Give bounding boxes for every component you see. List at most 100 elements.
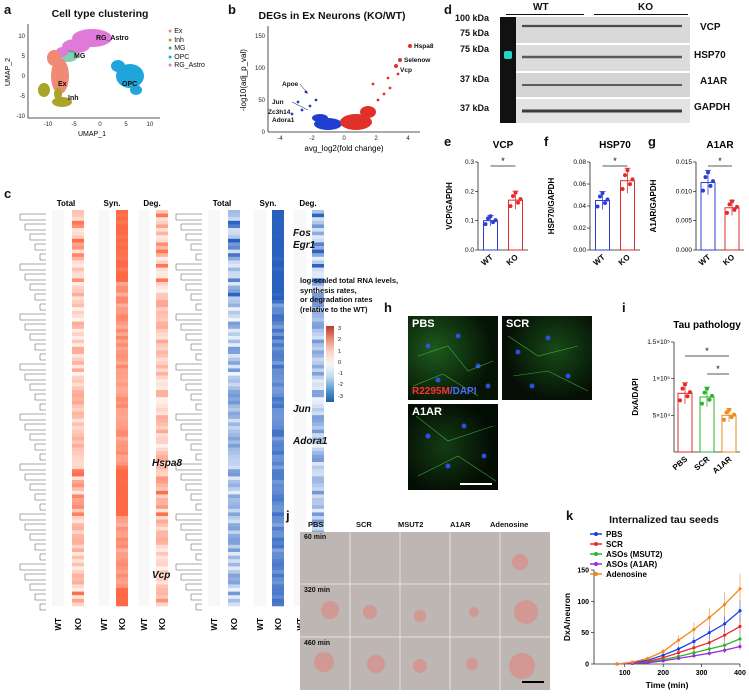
heatmap-cell bbox=[254, 274, 266, 279]
heatmap-cell bbox=[208, 451, 220, 456]
heatmap-cell bbox=[72, 264, 84, 268]
heatmap-cell bbox=[72, 440, 84, 445]
heatmap-cell bbox=[98, 404, 110, 409]
heatmap-cell bbox=[272, 372, 284, 376]
heatmap-cell bbox=[156, 368, 168, 373]
heatmap-cell bbox=[98, 483, 110, 488]
heatmap-cell bbox=[208, 570, 220, 574]
heatmap-cell bbox=[228, 573, 240, 578]
heatmap-cell bbox=[116, 274, 128, 279]
heatmap-cell bbox=[272, 400, 284, 405]
heatmap-cell bbox=[138, 555, 150, 560]
heatmap-cell bbox=[208, 393, 220, 398]
svg-text:10: 10 bbox=[147, 122, 154, 128]
heatmap-cell bbox=[208, 404, 220, 409]
svg-text:Inh: Inh bbox=[68, 95, 79, 102]
heatmap-cell bbox=[294, 494, 306, 499]
heatmap-cell bbox=[52, 336, 64, 340]
heatmap-cell bbox=[138, 321, 150, 326]
heatmap-cell bbox=[138, 552, 150, 556]
heatmap-cell bbox=[228, 476, 240, 481]
heatmap-cell bbox=[312, 292, 324, 297]
y-tick-label: 0.02 bbox=[573, 225, 586, 232]
heatmap-cell bbox=[208, 548, 220, 553]
heatmap-cell bbox=[138, 354, 150, 358]
y-tick-label: 0.005 bbox=[676, 218, 693, 225]
heatmap-cell bbox=[156, 343, 168, 348]
heatmap-cell bbox=[138, 318, 150, 322]
image-a1ar bbox=[408, 404, 498, 490]
heatmap-cell bbox=[312, 325, 324, 330]
heatmap-cell bbox=[208, 480, 220, 484]
data-point bbox=[680, 386, 685, 391]
x-category-label: WT bbox=[479, 253, 494, 268]
heatmap-cell bbox=[52, 307, 64, 312]
heatmap-cell bbox=[98, 253, 110, 258]
heatmap-cell bbox=[138, 343, 150, 348]
data-point bbox=[511, 194, 515, 199]
heatmap-cell bbox=[138, 213, 150, 218]
heatmap-cell bbox=[312, 519, 324, 524]
heatmap-cell bbox=[138, 559, 150, 564]
heatmap-cell bbox=[272, 523, 284, 528]
heatmap-cell bbox=[98, 541, 110, 546]
heatmap-cell bbox=[138, 526, 150, 531]
heatmap-cell bbox=[312, 444, 324, 448]
heatmap-cell bbox=[52, 300, 64, 304]
heatmap-cell bbox=[98, 537, 110, 542]
heatmap-cell bbox=[138, 483, 150, 488]
heatmap-cell bbox=[156, 253, 168, 258]
heatmap-cell bbox=[52, 400, 64, 405]
heatmap-cell bbox=[294, 444, 306, 448]
heatmap-cell bbox=[156, 375, 168, 380]
heatmap-cell bbox=[208, 462, 220, 466]
heatmap-cell bbox=[294, 238, 306, 243]
heatmap-cell bbox=[116, 559, 128, 564]
heatmap-cell bbox=[272, 537, 284, 542]
heatmap-cell bbox=[52, 264, 64, 268]
heatmap-cell bbox=[116, 483, 128, 488]
heatmap-cell bbox=[208, 544, 220, 549]
heatmap-cell bbox=[312, 300, 324, 304]
heatmap-cell bbox=[138, 519, 150, 524]
heatmap-cell bbox=[294, 390, 306, 394]
chart-title: A1AR bbox=[706, 140, 734, 151]
heatmap-cell bbox=[52, 318, 64, 322]
heatmap-cell bbox=[254, 483, 266, 488]
heatmap-cell bbox=[208, 580, 220, 585]
heatmap-cell bbox=[138, 480, 150, 484]
heatmap-cell bbox=[138, 411, 150, 416]
svg-text:MG: MG bbox=[74, 53, 86, 60]
significance-star: * bbox=[718, 156, 722, 166]
heatmap-cell bbox=[52, 548, 64, 553]
heatmap-cell bbox=[254, 570, 266, 574]
heatmap-cell bbox=[52, 537, 64, 542]
panel-label-a: a bbox=[4, 2, 12, 17]
heatmap-cell bbox=[208, 498, 220, 502]
heatmap-cell bbox=[294, 282, 306, 286]
data-point bbox=[628, 182, 632, 187]
heatmap-cell bbox=[116, 224, 128, 229]
heatmap-cell bbox=[72, 253, 84, 258]
heatmap-cell bbox=[228, 253, 240, 258]
heatmap-cell bbox=[228, 444, 240, 448]
col-a1ar: A1AR bbox=[450, 520, 471, 529]
heatmap-cell bbox=[272, 332, 284, 337]
heatmap-cell bbox=[52, 235, 64, 240]
heatmap-cell bbox=[208, 447, 220, 452]
heatmap-cell bbox=[72, 436, 84, 441]
heatmap-cell bbox=[254, 357, 266, 362]
heatmap-cell bbox=[156, 213, 168, 218]
heatmap-cell bbox=[208, 573, 220, 578]
heatmap-cell bbox=[272, 350, 284, 355]
heatmap-cell bbox=[272, 267, 284, 272]
heatmap-cell bbox=[52, 350, 64, 355]
heatmap-cell bbox=[72, 350, 84, 355]
heatmap-cell bbox=[312, 361, 324, 366]
heatmap-cell bbox=[52, 217, 64, 222]
heatmap-cell bbox=[98, 415, 110, 420]
heatmap-cell bbox=[98, 472, 110, 477]
heatmap-cell bbox=[116, 404, 128, 409]
svg-text:100: 100 bbox=[255, 66, 266, 72]
